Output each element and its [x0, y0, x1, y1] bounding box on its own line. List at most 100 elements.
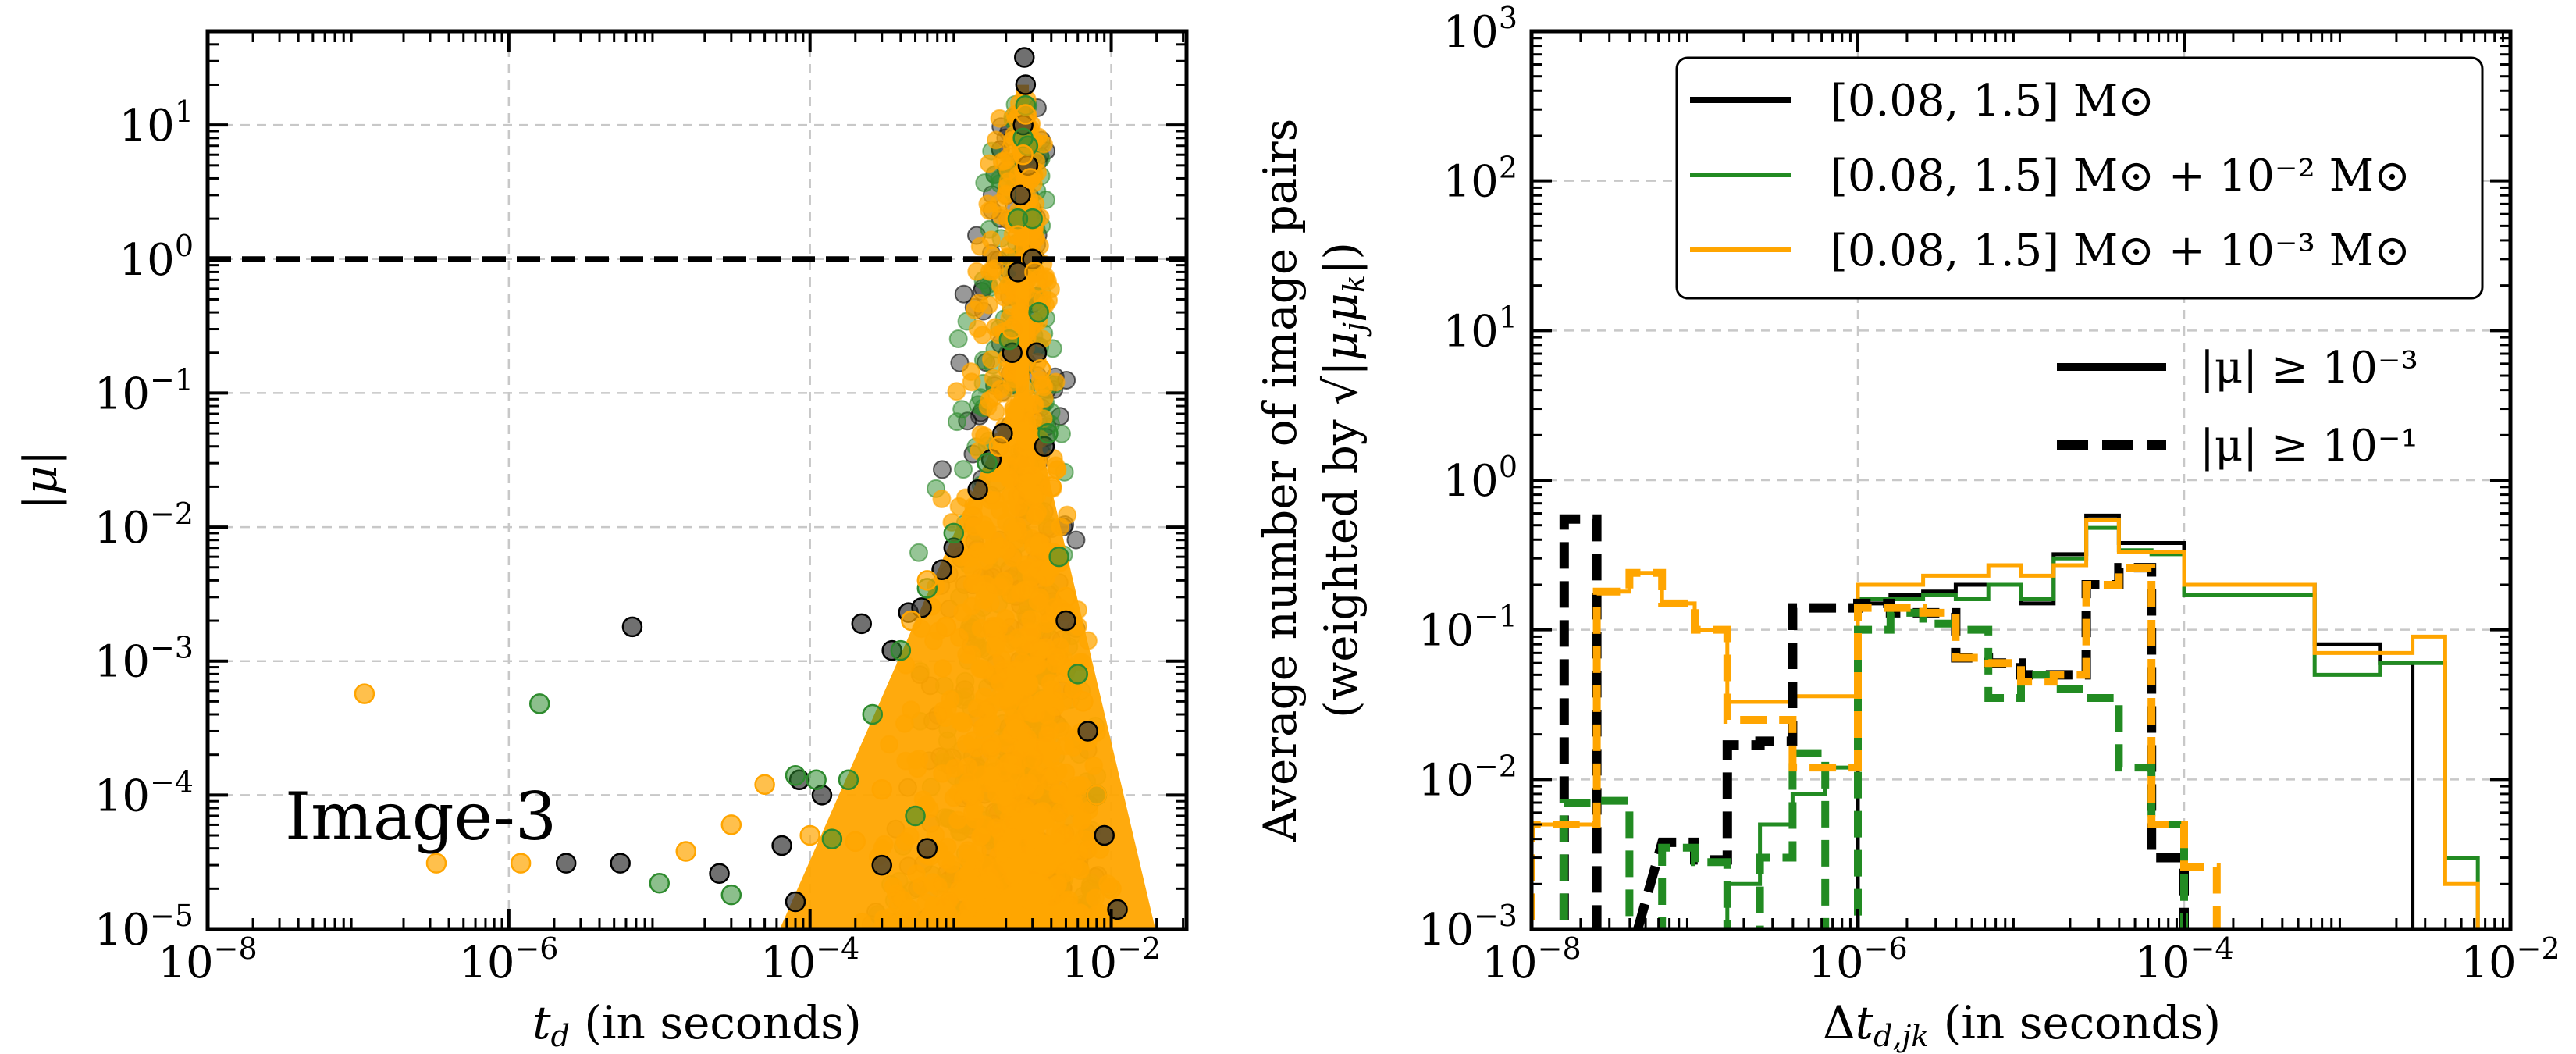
scatter-series-1 [528, 94, 1108, 906]
scatter-point [851, 613, 873, 635]
legend-label: [0.08, 1.5] M⊙ [1831, 76, 2154, 126]
scatter-point [1101, 878, 1122, 899]
right-axes-frame [1529, 29, 2513, 931]
y-tick-label-exponent: −2 [1474, 749, 1517, 783]
x-tick-label: 10−8 [158, 931, 257, 988]
x-tick-label-base: 10 [2460, 938, 2516, 988]
scatter-point [943, 522, 965, 544]
y-tick-label: 101 [119, 94, 194, 151]
legend-label: [0.08, 1.5] M⊙ + 10⁻³ M⊙ [1831, 226, 2411, 276]
right-y-axis-title-line1: Average number of image pairs [1254, 119, 1307, 843]
scatter-point [968, 319, 987, 339]
left-gridlines [208, 31, 1187, 929]
scatter-point [1041, 476, 1062, 497]
hist-step-series-4 [1560, 608, 2188, 929]
scatter-point [555, 853, 577, 874]
y-tick-label-exponent: 2 [1499, 151, 1517, 185]
scatter-point [1015, 74, 1037, 95]
legend-label: [0.08, 1.5] M⊙ + 10⁻² M⊙ [1831, 151, 2411, 201]
x-tick-label-exponent: −6 [514, 931, 558, 966]
scatter-point [916, 838, 938, 859]
y-tick-label-exponent: −3 [1474, 899, 1517, 933]
scatter-point [962, 506, 984, 527]
scatter-point [1024, 262, 1045, 283]
y-tick-label-exponent: 1 [1499, 300, 1517, 334]
scatter-point [720, 814, 742, 835]
scatter-point [1030, 358, 1051, 380]
scatter-point [1028, 301, 1049, 323]
x-tick-label-base: 10 [2134, 938, 2190, 988]
right-x-axis-title: Δtd,jk (in seconds) [1823, 996, 2221, 1053]
x-tick-label-base: 10 [459, 938, 514, 988]
left-axes-frame [205, 29, 1189, 931]
x-tick-label-base: 10 [760, 938, 816, 988]
scatter-point [1022, 208, 1043, 230]
y-tick-label: 10−1 [1418, 600, 1517, 657]
scatter-point [905, 805, 926, 827]
y-tick-label: 10−2 [1418, 749, 1517, 806]
scatter-point [1002, 319, 1023, 340]
x-tick-label-exponent: −2 [2517, 931, 2560, 966]
scatter-point [675, 841, 696, 862]
scatter-point [771, 835, 792, 856]
scatter-point [1067, 664, 1088, 685]
scatter-point [994, 383, 1013, 403]
style-legend-label: |μ| ≥ 10⁻³ [2200, 343, 2418, 393]
y-tick-label-base: 10 [94, 771, 150, 821]
hist-step-series-5 [1532, 564, 2221, 929]
left-ticks: 10−8 10−6 10−4 10−210−510−410−310−210−11001… [94, 30, 1187, 988]
scatter-point [967, 479, 988, 500]
y-tick-label-base: 10 [119, 235, 175, 286]
legend-label-extra: + 10⁻³ M⊙ [2154, 226, 2411, 276]
y-tick-label: 10−4 [94, 764, 194, 821]
scatter-point [947, 382, 966, 401]
scatter-point [799, 824, 820, 846]
scatter-point [871, 854, 892, 876]
legend-label-main: [0.08, 1.5] M⊙ [1831, 226, 2154, 276]
x-tick-label: 10−2 [2460, 931, 2560, 988]
scatter-point [709, 863, 730, 885]
scatter-point [1055, 586, 1076, 608]
x-tick-label-exponent: −8 [1538, 931, 1582, 966]
scatter-point [785, 891, 806, 913]
y-tick-label-exponent: −2 [150, 497, 194, 531]
y-tick-label-base: 10 [94, 905, 150, 956]
y-tick-label: 101 [1443, 300, 1517, 357]
y-tick-label: 10−5 [94, 899, 194, 956]
right-histogram-steps [1532, 513, 2480, 929]
scatter-point [935, 616, 957, 638]
scatter-point [1066, 530, 1086, 550]
left-x-axis-title: td (in seconds) [532, 996, 861, 1053]
y-tick-label-base: 10 [1443, 157, 1499, 208]
scatter-point [1037, 422, 1059, 444]
scatter-point [720, 884, 742, 906]
left-scatter-panel: 10−8 10−6 10−4 10−210−510−410−310−210−11001… [14, 29, 1189, 1053]
y-tick-label-base: 10 [1443, 7, 1499, 58]
y-tick-label-base: 10 [1443, 306, 1499, 357]
scatter-point [1012, 144, 1034, 166]
scatter-point [845, 831, 866, 853]
x-tick-label-exponent: −2 [1117, 931, 1161, 966]
scatter-point [981, 350, 1001, 369]
scatter-point [967, 262, 987, 281]
scatter-point [354, 683, 375, 704]
y-tick-label: 103 [1443, 1, 1517, 58]
y-tick-label-exponent: −1 [150, 362, 194, 397]
scatter-point [954, 460, 973, 479]
scatter-point [838, 769, 859, 791]
x-tick-label-exponent: −4 [2190, 931, 2234, 966]
hist-step-series-3 [1559, 514, 2189, 929]
scatter-series-2 [354, 104, 1122, 899]
scatter-point [1014, 47, 1035, 68]
x-tick-label-base: 10 [1808, 938, 1863, 988]
scatter-point [909, 543, 928, 562]
right-y-axis-title-line2: (weighted by √|μjμk|) [1315, 242, 1372, 718]
y-tick-label-base: 10 [94, 637, 150, 688]
y-tick-label-base: 10 [1418, 905, 1474, 956]
x-tick-label-base: 10 [158, 938, 213, 988]
y-tick-label: 100 [1443, 450, 1517, 507]
x-tick-label: 10−8 [1482, 931, 1581, 988]
y-tick-label-exponent: 0 [1499, 450, 1517, 484]
y-tick-label-exponent: 1 [175, 94, 194, 129]
